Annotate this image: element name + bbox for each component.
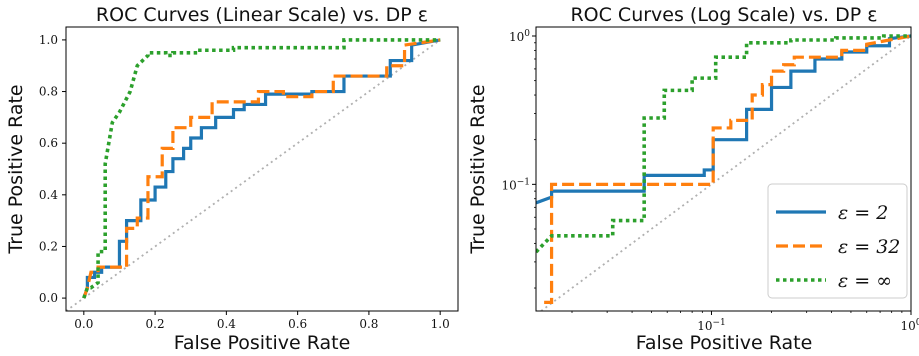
linear-y-tick-label: 0.0 [39, 291, 58, 305]
log-axes-frame [535, 26, 912, 312]
linear-series-group [66, 38, 441, 311]
linear-ticks: 0.0 0.2 0.4 0.6 0.8 1.0 0.0 0.2 0.4 0.6 0.8 1.0 [39, 33, 450, 331]
linear-y-axis-label: True Positive Rate [5, 84, 27, 254]
log-series-eps-inf [536, 34, 911, 254]
log-y-tick-label: 10−1 [501, 177, 530, 192]
log-y-tick-label: 100 [509, 29, 530, 44]
linear-plot-area: 0.0 0.2 0.4 0.6 0.8 1.0 0.0 0.2 0.4 0.6 0.8 1.0 [39, 26, 459, 331]
log-x-tick-label: 10−1 [697, 318, 726, 333]
legend-label-eps-32: ε = 32 [838, 236, 900, 258]
linear-x-tick-label: 0.2 [146, 317, 165, 331]
linear-y-tick-label: 0.4 [39, 188, 58, 202]
log-x-axis-label: False Positive Rate [636, 332, 813, 354]
linear-x-tick-label: 1.0 [431, 317, 450, 331]
linear-axes-frame [65, 26, 459, 312]
linear-x-tick-label: 0.0 [74, 317, 93, 331]
linear-x-tick-label: 0.4 [217, 317, 236, 331]
legend-label-eps-2: ε = 2 [838, 202, 888, 224]
linear-chart-title: ROC Curves (Linear Scale) vs. DP ε [96, 4, 428, 26]
linear-x-axis-label: False Positive Rate [174, 332, 351, 354]
linear-x-tick-label: 0.6 [288, 317, 307, 331]
log-x-tick-label: 100 [900, 318, 919, 333]
linear-roc-panel: ROC Curves (Linear Scale) vs. DP ε 0.0 0.… [5, 4, 459, 354]
linear-y-tick-label: 0.6 [39, 136, 58, 150]
linear-y-tick-label: 0.8 [39, 85, 58, 99]
log-series-group [536, 34, 911, 311]
legend-label-eps-inf: ε = ∞ [838, 270, 892, 292]
log-y-axis-label: True Positive Rate [467, 84, 489, 254]
log-series-eps-2 [536, 34, 911, 205]
log-series-eps-32 [544, 34, 911, 304]
log-roc-panel: ROC Curves (Log Scale) vs. DP ε 10−1 1001… [467, 4, 919, 354]
linear-y-tick-label: 1.0 [39, 33, 58, 47]
log-plot-area: 10−1 100 10−1 100 [501, 26, 919, 333]
linear-series-eps-32 [82, 38, 441, 299]
linear-y-tick-label: 0.2 [39, 239, 58, 253]
log-ticks: 10−1 100 10−1 100 [501, 29, 919, 333]
linear-x-tick-label: 0.8 [359, 317, 378, 331]
legend: ε = 2 ε = 32 ε = ∞ [767, 183, 908, 299]
linear-series-eps-inf [82, 38, 441, 299]
linear-reference-diagonal [66, 39, 441, 311]
log-chart-title: ROC Curves (Log Scale) vs. DP ε [570, 4, 877, 26]
